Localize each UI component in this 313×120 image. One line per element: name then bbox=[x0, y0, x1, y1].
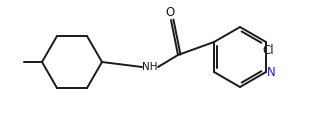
Text: Cl: Cl bbox=[262, 45, 274, 57]
Text: NH: NH bbox=[142, 62, 158, 72]
Text: O: O bbox=[165, 6, 175, 19]
Text: N: N bbox=[267, 66, 275, 78]
